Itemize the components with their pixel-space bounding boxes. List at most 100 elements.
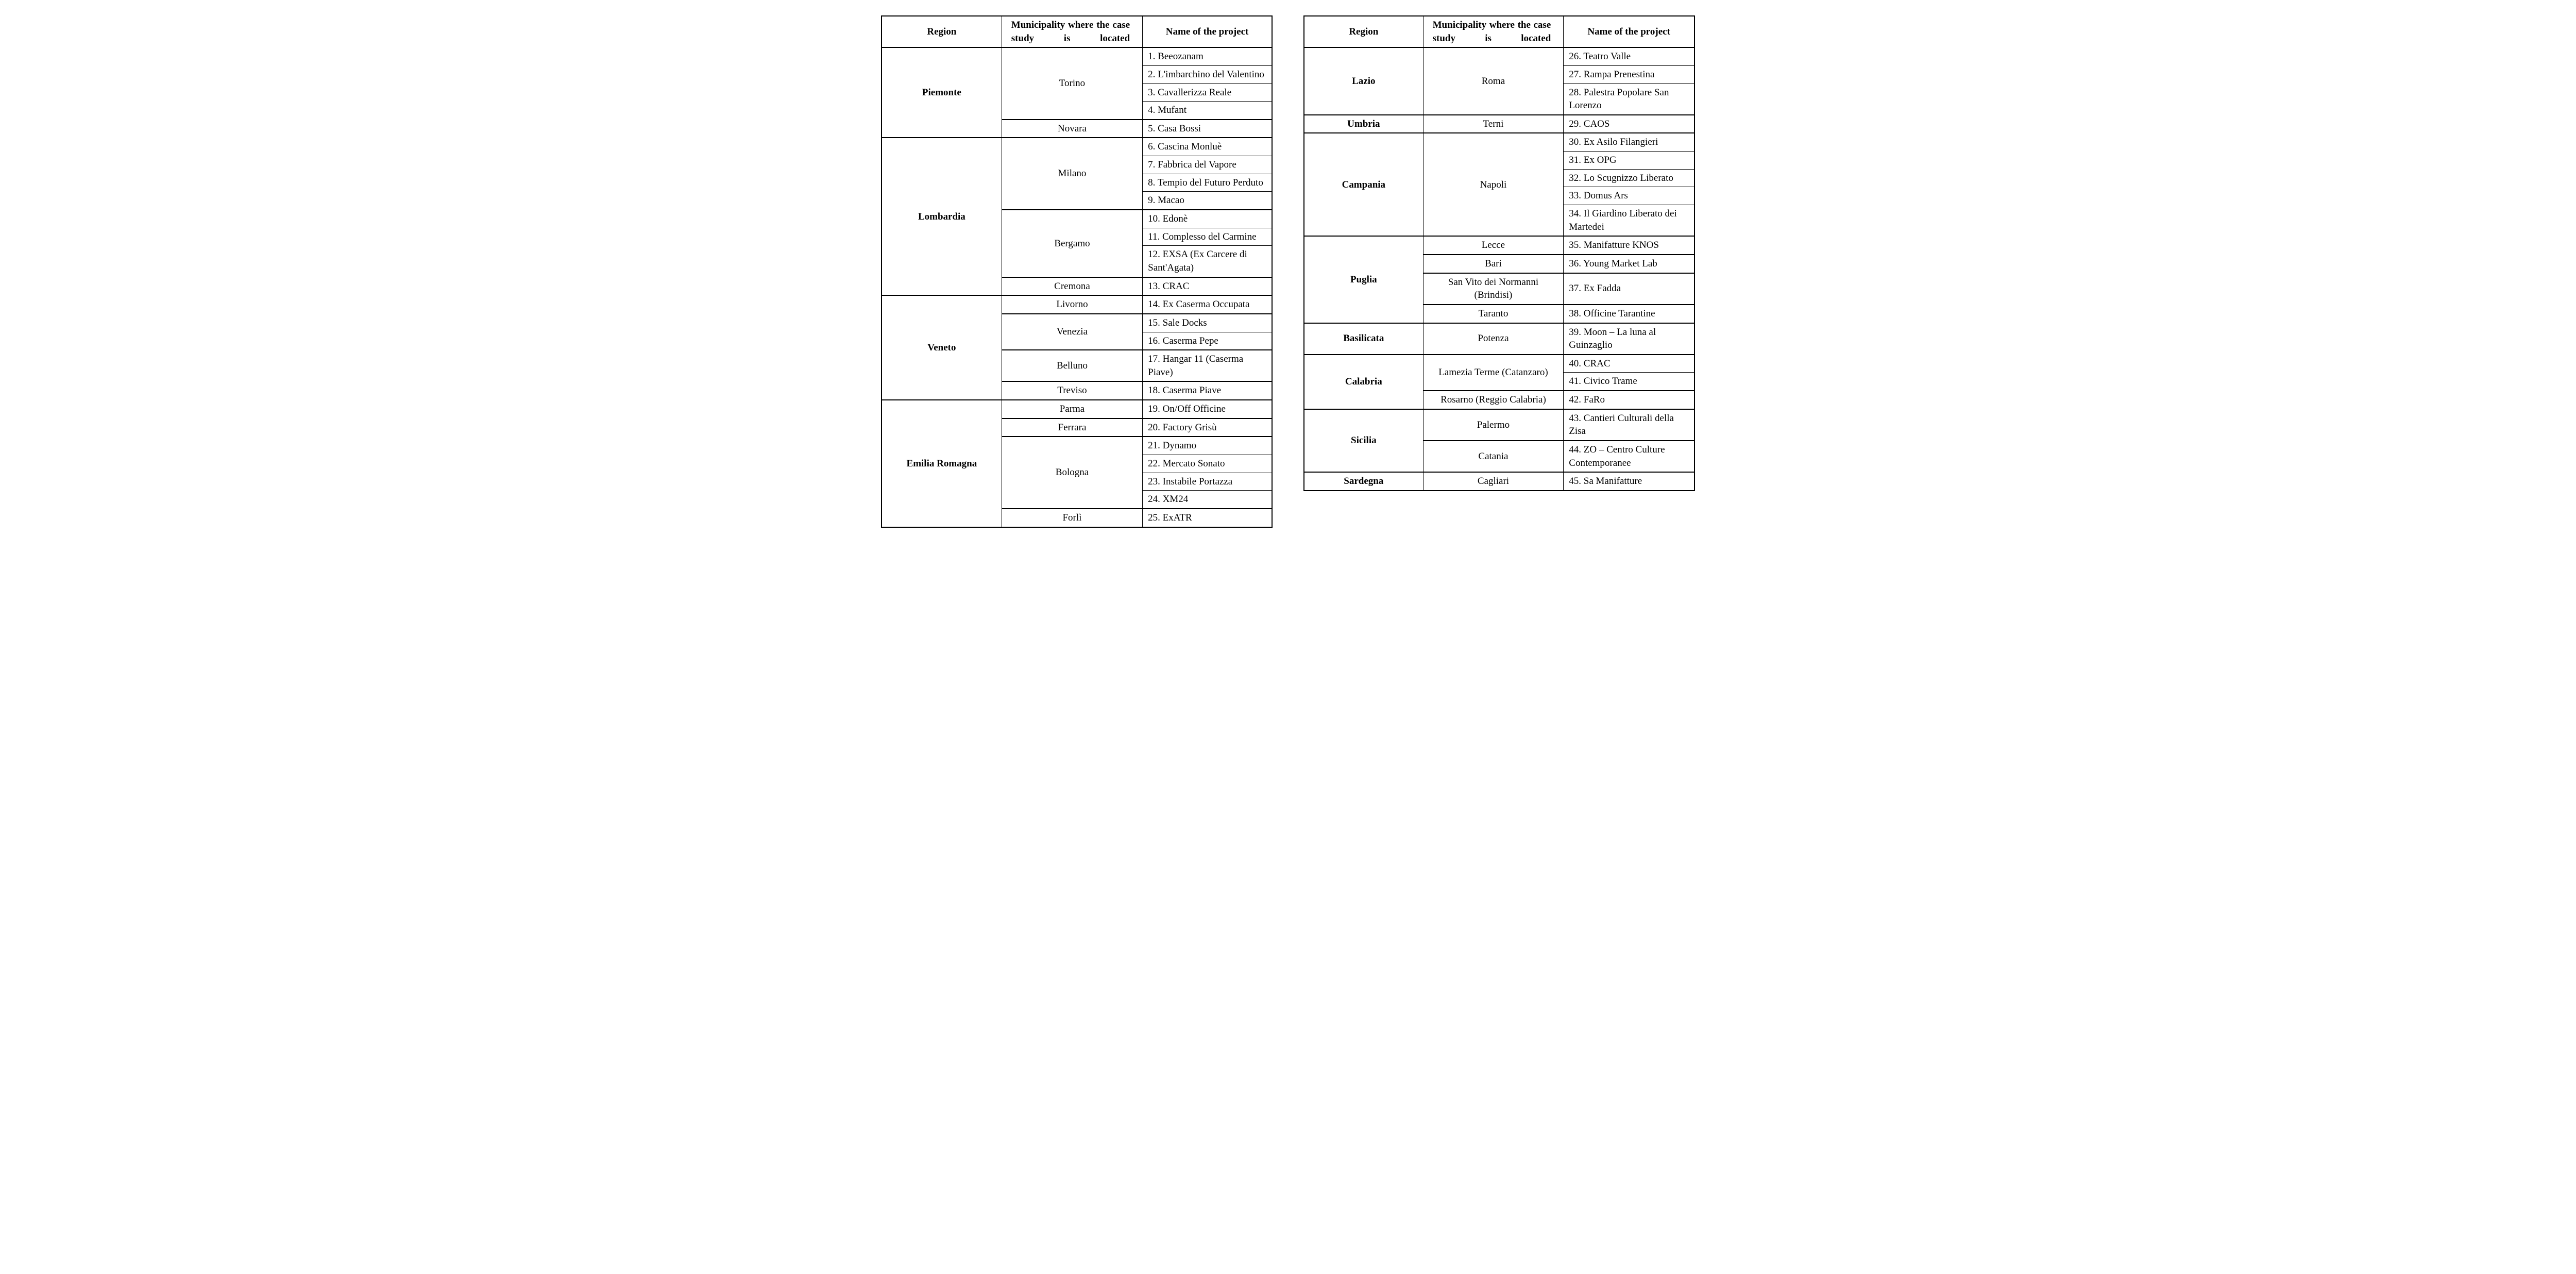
municipality-cell: Roma bbox=[1423, 47, 1564, 115]
project-cell: 11. Complesso del Carmine bbox=[1143, 228, 1272, 246]
project-cell: 43. Cantieri Culturali della Zisa bbox=[1564, 409, 1694, 441]
project-cell: 7. Fabbrica del Vapore bbox=[1143, 156, 1272, 174]
right-table: RegionMunicipality where the case study … bbox=[1303, 15, 1695, 491]
region-cell: Umbria bbox=[1304, 115, 1423, 133]
left-table: RegionMunicipality where the case study … bbox=[881, 15, 1273, 528]
project-cell: 29. CAOS bbox=[1564, 115, 1694, 133]
project-cell: 24. XM24 bbox=[1143, 491, 1272, 509]
table-row: PiemonteTorino1. Beeozanam bbox=[882, 47, 1272, 65]
project-cell: 25. ExATR bbox=[1143, 509, 1272, 527]
table-row: CampaniaNapoli30. Ex Asilo Filangieri bbox=[1304, 133, 1694, 151]
table-row: VenetoLivorno14. Ex Caserma Occupata bbox=[882, 295, 1272, 314]
project-cell: 21. Dynamo bbox=[1143, 437, 1272, 455]
municipality-cell: Novara bbox=[1002, 120, 1142, 138]
table-row: UmbriaTerni29. CAOS bbox=[1304, 115, 1694, 133]
project-cell: 16. Caserma Pepe bbox=[1143, 332, 1272, 350]
project-cell: 32. Lo Scugnizzo Liberato bbox=[1564, 169, 1694, 187]
project-cell: 30. Ex Asilo Filangieri bbox=[1564, 133, 1694, 151]
project-cell: 45. Sa Manifatture bbox=[1564, 472, 1694, 491]
table-row: LazioRoma26. Teatro Valle bbox=[1304, 47, 1694, 65]
project-cell: 42. FaRo bbox=[1564, 391, 1694, 409]
municipality-cell: Rosarno (Reggio Calabria) bbox=[1423, 391, 1564, 409]
municipality-cell: Bologna bbox=[1002, 437, 1142, 509]
region-cell: Puglia bbox=[1304, 236, 1423, 323]
municipality-cell: Cremona bbox=[1002, 277, 1142, 296]
municipality-cell: Forlì bbox=[1002, 509, 1142, 527]
municipality-cell: Terni bbox=[1423, 115, 1564, 133]
municipality-cell: Lecce bbox=[1423, 236, 1564, 255]
region-cell: Lazio bbox=[1304, 47, 1423, 115]
table-row: SardegnaCagliari45. Sa Manifatture bbox=[1304, 472, 1694, 491]
region-cell: Calabria bbox=[1304, 355, 1423, 409]
project-cell: 15. Sale Docks bbox=[1143, 314, 1272, 332]
project-cell: 28. Palestra Popolare San Lorenzo bbox=[1564, 83, 1694, 115]
header-region: Region bbox=[882, 16, 1002, 47]
municipality-cell: Ferrara bbox=[1002, 418, 1142, 437]
header-municipality: Municipality where the case study is loc… bbox=[1002, 16, 1142, 47]
project-cell: 6. Cascina Monluè bbox=[1143, 138, 1272, 156]
project-cell: 10. Edonè bbox=[1143, 210, 1272, 228]
project-cell: 9. Macao bbox=[1143, 192, 1272, 210]
municipality-cell: Parma bbox=[1002, 400, 1142, 418]
municipality-cell: Taranto bbox=[1423, 305, 1564, 323]
project-cell: 12. EXSA (Ex Carcere di Sant'Agata) bbox=[1143, 246, 1272, 277]
project-cell: 34. Il Giardino Liberato dei Martedei bbox=[1564, 205, 1694, 237]
project-cell: 4. Mufant bbox=[1143, 102, 1272, 120]
municipality-cell: Bari bbox=[1423, 255, 1564, 273]
header-row: RegionMunicipality where the case study … bbox=[882, 16, 1272, 47]
table-row: CalabriaLamezia Terme (Catanzaro)40. CRA… bbox=[1304, 355, 1694, 373]
municipality-cell: Catania bbox=[1423, 441, 1564, 472]
project-cell: 38. Officine Tarantine bbox=[1564, 305, 1694, 323]
municipality-cell: Venezia bbox=[1002, 314, 1142, 350]
municipality-cell: Torino bbox=[1002, 47, 1142, 120]
municipality-cell: Cagliari bbox=[1423, 472, 1564, 491]
project-cell: 37. Ex Fadda bbox=[1564, 273, 1694, 305]
project-cell: 3. Cavallerizza Reale bbox=[1143, 83, 1272, 102]
municipality-cell: Livorno bbox=[1002, 295, 1142, 314]
municipality-cell: Treviso bbox=[1002, 381, 1142, 400]
project-cell: 22. Mercato Sonato bbox=[1143, 455, 1272, 473]
header-project: Name of the project bbox=[1564, 16, 1694, 47]
project-cell: 2. L'imbarchino del Valentino bbox=[1143, 65, 1272, 83]
header-municipality: Municipality where the case study is loc… bbox=[1423, 16, 1564, 47]
region-cell: Veneto bbox=[882, 295, 1002, 400]
table-row: PugliaLecce35. Manifatture KNOS bbox=[1304, 236, 1694, 255]
project-cell: 35. Manifatture KNOS bbox=[1564, 236, 1694, 255]
two-column-layout: RegionMunicipality where the case study … bbox=[15, 15, 2561, 528]
municipality-cell: Bergamo bbox=[1002, 210, 1142, 277]
project-cell: 26. Teatro Valle bbox=[1564, 47, 1694, 65]
region-cell: Sicilia bbox=[1304, 409, 1423, 473]
project-cell: 44. ZO – Centro Culture Contemporanee bbox=[1564, 441, 1694, 472]
table-row: LombardiaMilano6. Cascina Monluè bbox=[882, 138, 1272, 156]
project-cell: 33. Domus Ars bbox=[1564, 187, 1694, 205]
project-cell: 41. Civico Trame bbox=[1564, 373, 1694, 391]
municipality-cell: Lamezia Terme (Catanzaro) bbox=[1423, 355, 1564, 391]
region-cell: Piemonte bbox=[882, 47, 1002, 138]
region-cell: Emilia Romagna bbox=[882, 400, 1002, 527]
project-cell: 13. CRAC bbox=[1143, 277, 1272, 296]
project-cell: 18. Caserma Piave bbox=[1143, 381, 1272, 400]
project-cell: 27. Rampa Prenestina bbox=[1564, 65, 1694, 83]
project-cell: 31. Ex OPG bbox=[1564, 152, 1694, 170]
project-cell: 40. CRAC bbox=[1564, 355, 1694, 373]
project-cell: 20. Factory Grisù bbox=[1143, 418, 1272, 437]
municipality-cell: Napoli bbox=[1423, 133, 1564, 236]
project-cell: 23. Instabile Portazza bbox=[1143, 473, 1272, 491]
project-cell: 5. Casa Bossi bbox=[1143, 120, 1272, 138]
project-cell: 1. Beeozanam bbox=[1143, 47, 1272, 65]
region-cell: Lombardia bbox=[882, 138, 1002, 295]
project-cell: 19. On/Off Officine bbox=[1143, 400, 1272, 418]
table-row: BasilicataPotenza39. Moon – La luna al G… bbox=[1304, 323, 1694, 355]
project-cell: 39. Moon – La luna al Guinzaglio bbox=[1564, 323, 1694, 355]
municipality-cell: San Vito dei Normanni (Brindisi) bbox=[1423, 273, 1564, 305]
table-row: SiciliaPalermo43. Cantieri Culturali del… bbox=[1304, 409, 1694, 441]
project-cell: 8. Tempio del Futuro Perduto bbox=[1143, 174, 1272, 192]
table-row: Emilia RomagnaParma19. On/Off Officine bbox=[882, 400, 1272, 418]
header-row: RegionMunicipality where the case study … bbox=[1304, 16, 1694, 47]
project-cell: 17. Hangar 11 (Caserma Piave) bbox=[1143, 350, 1272, 381]
region-cell: Sardegna bbox=[1304, 472, 1423, 491]
municipality-cell: Palermo bbox=[1423, 409, 1564, 441]
region-cell: Campania bbox=[1304, 133, 1423, 236]
municipality-cell: Belluno bbox=[1002, 350, 1142, 381]
project-cell: 36. Young Market Lab bbox=[1564, 255, 1694, 273]
